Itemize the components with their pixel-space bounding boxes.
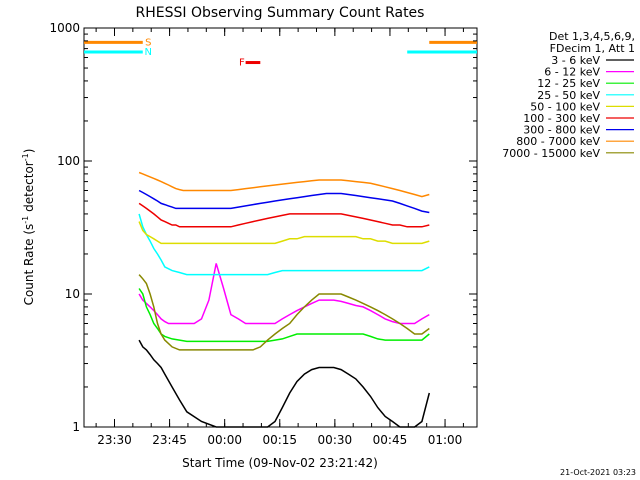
y-tick-label: 100	[57, 154, 80, 168]
y-axis-label-superscript: -1	[21, 153, 30, 161]
x-axis-label: Start Time (09-Nov-02 23:21:42)	[182, 456, 378, 470]
flag-bars	[84, 40, 477, 65]
legend-entry-label: 12 - 25 keV	[537, 77, 600, 90]
legend-entry-label: 3 - 6 keV	[551, 54, 600, 67]
series-line	[138, 202, 430, 228]
x-tick-label: 23:30	[97, 433, 132, 447]
y-axis-ticks: 1 10 100 1000	[49, 21, 477, 434]
legend-entry-label: 6 - 12 keV	[544, 66, 600, 79]
series-line	[138, 263, 430, 325]
flag-label-s: S	[145, 37, 151, 48]
x-tick-label: 00:45	[373, 433, 408, 447]
y-tick-label: 1000	[49, 21, 80, 35]
series-layer	[138, 171, 431, 428]
plot-area-frame	[83, 27, 478, 428]
x-tick-label: 23:45	[152, 433, 187, 447]
x-tick-label: 00:00	[207, 433, 242, 447]
legend-entry-label: 100 - 300 keV	[523, 112, 600, 125]
legend: Det 1,3,4,5,6,9, FDecim 1, Att 1 3 - 6 k…	[502, 30, 635, 160]
legend-entry-label: 25 - 50 keV	[537, 89, 600, 102]
legend-entry-label: 300 - 800 keV	[523, 124, 600, 137]
series-line	[138, 171, 430, 198]
flag-labels: SN F	[145, 37, 246, 68]
legend-entry-label: 7000 - 15000 keV	[502, 147, 600, 160]
y-tick-label: 10	[65, 287, 80, 301]
legend-header-line: FDecim 1, Att 1	[550, 42, 635, 55]
series-line	[138, 274, 430, 351]
footer-date: 21-Oct-2021 03:23	[560, 468, 636, 477]
series-line	[138, 221, 430, 245]
flag-label-f: F	[239, 58, 245, 69]
legend-entry-label: 800 - 7000 keV	[516, 135, 600, 148]
series-line	[138, 213, 430, 276]
y-axis-label-end: )	[22, 149, 36, 154]
y-axis-label-superscript: -1	[21, 216, 30, 224]
legend-header-line: Det 1,3,4,5,6,9,	[549, 30, 635, 43]
x-tick-label: 01:00	[428, 433, 463, 447]
y-axis-label: Count Rate (s-1 detector-1)	[21, 149, 36, 306]
series-line	[138, 189, 430, 214]
y-tick-label: 1	[72, 420, 80, 434]
x-axis-ticks: 23:30 23:45 00:00 00:15 00:30 00:45 01:00	[95, 28, 464, 447]
flag-label-n: N	[145, 47, 152, 58]
x-tick-label: 00:15	[262, 433, 297, 447]
chart-title: RHESSI Observing Summary Count Rates	[136, 5, 425, 21]
x-tick-label: 00:30	[318, 433, 353, 447]
y-axis-label-main: Count Rate (s	[22, 224, 36, 306]
legend-entry-label: 50 - 100 keV	[530, 100, 600, 113]
series-line	[138, 339, 431, 428]
y-axis-label-mid: detector	[22, 161, 36, 216]
